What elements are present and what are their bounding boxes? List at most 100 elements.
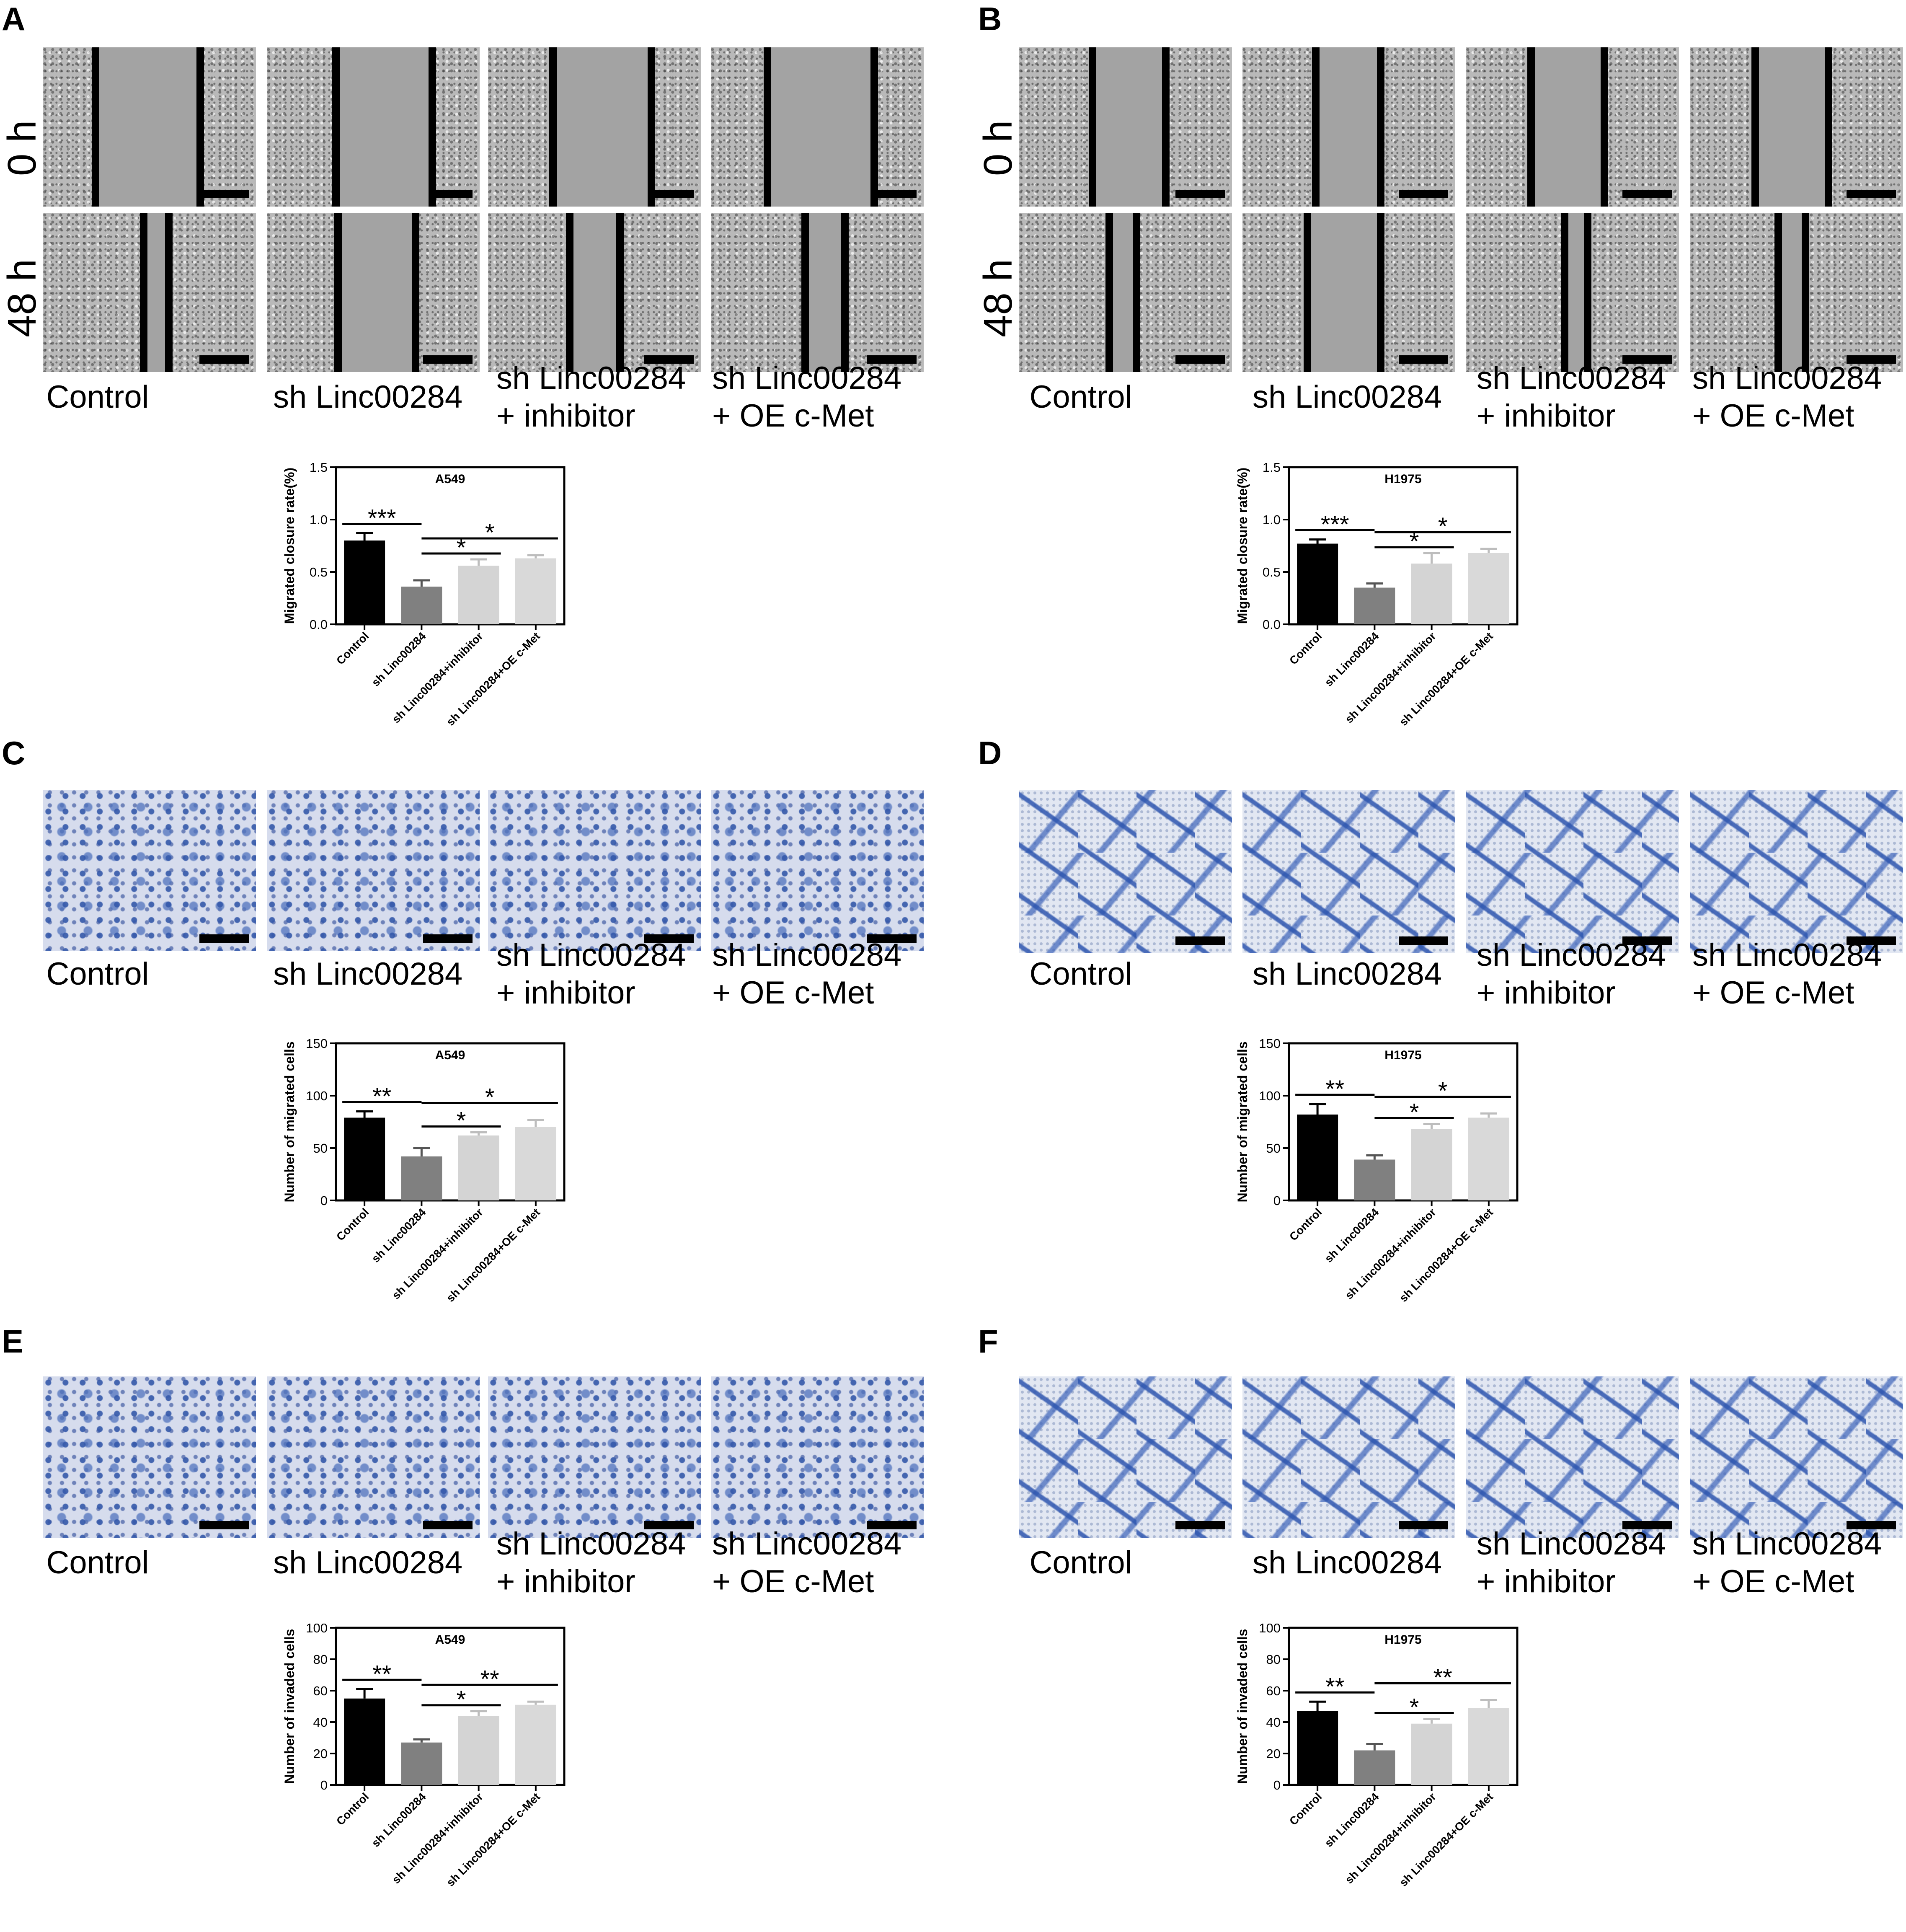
bar [458, 1135, 499, 1200]
bar [515, 1704, 556, 1785]
wound-edge-line [165, 213, 173, 372]
scale-bar [423, 934, 473, 943]
x-tick-label: sh Linc00284+OE c-Met [444, 630, 542, 728]
group-label: sh Linc00284 + inhibitor [1477, 360, 1666, 434]
plot-frame [335, 466, 566, 626]
bar [515, 1127, 556, 1200]
y-tick-label: 60 [1266, 1684, 1281, 1698]
group-label: sh Linc00284 + inhibitor [1477, 937, 1666, 1011]
bar-chart: H1975 0 50 100 150 Number of migrated cells Co… [1235, 1039, 1519, 1304]
scale-bar [1175, 355, 1225, 364]
wound-gap [1307, 213, 1381, 372]
scale-bar [199, 190, 249, 198]
y-tick-label: 1.5 [310, 463, 328, 475]
transwell-migration-image [488, 790, 701, 951]
chart-title: H1975 [1384, 1048, 1421, 1062]
wound-gap [1778, 213, 1805, 372]
transwell-invasion-image [1690, 1376, 1903, 1538]
y-axis-label: Migrated closure rate(%) [1235, 468, 1250, 624]
scale-bar [1399, 355, 1448, 364]
wound-edge-line [648, 47, 655, 207]
wound-edge-line [1802, 213, 1809, 372]
row-label-0h: 0 h [976, 120, 1020, 176]
y-tick-label: 50 [313, 1141, 328, 1156]
wound-edge-line [1527, 47, 1535, 207]
wound-gap [1565, 213, 1588, 372]
significance-label: * [1410, 1694, 1419, 1721]
scale-bar [644, 190, 694, 198]
group-label: sh Linc00284 + OE c-Met [1692, 937, 1882, 1011]
scale-bar [644, 934, 694, 943]
panel-letter-d: D [978, 735, 1002, 771]
bar [1297, 1115, 1338, 1200]
significance-label: ** [1325, 1673, 1344, 1700]
y-tick-label: 0 [1273, 1778, 1281, 1792]
wound-edge-line [1304, 213, 1311, 372]
transwell-invasion-image [267, 1376, 480, 1538]
scale-bar [867, 1521, 917, 1529]
bar [458, 566, 499, 624]
group-label: Control [1029, 1545, 1132, 1580]
y-tick-label: 100 [306, 1624, 328, 1635]
y-tick-label: 1.0 [310, 512, 328, 527]
x-tick-label: sh Linc00284+OE c-Met [1397, 1790, 1495, 1889]
group-label: Control [46, 379, 149, 415]
y-tick-label: 0 [320, 1193, 328, 1208]
significance-label: * [1410, 1099, 1419, 1126]
y-tick-label: 0.5 [310, 565, 328, 579]
row-label-48h: 48 h [0, 259, 44, 337]
scale-bar [423, 355, 473, 364]
transwell-migration-image [43, 790, 256, 951]
y-axis-label: Number of invaded cells [1235, 1629, 1250, 1784]
plot-frame [335, 1627, 566, 1786]
wound-edge-line [92, 47, 99, 207]
panel-letter-e: E [2, 1323, 24, 1360]
row-label-0h: 0 h [0, 120, 44, 176]
scale-bar [1399, 190, 1448, 198]
wound-edge-line [566, 213, 573, 372]
y-axis-label: Number of migrated cells [282, 1041, 297, 1202]
bar [515, 558, 556, 624]
wound-gap [1531, 47, 1604, 207]
x-tick-label: sh Linc00284+inhibitor [1343, 1790, 1439, 1886]
chart-title: H1975 [1384, 472, 1421, 486]
wound-gap [336, 47, 432, 207]
scale-bar [1175, 1521, 1225, 1529]
scratch-image-0h [1690, 47, 1903, 207]
y-tick-label: 0 [1273, 1193, 1281, 1208]
x-tick-label: sh Linc00284 [1322, 1790, 1381, 1849]
scale-bar [199, 934, 249, 943]
bar [1411, 564, 1452, 624]
bar [1354, 1750, 1395, 1785]
scratch-image-48h [488, 213, 701, 372]
scratch-image-0h [1019, 47, 1232, 207]
scale-bar [644, 1521, 694, 1529]
wound-gap [338, 213, 416, 372]
scratch-image-48h [1466, 213, 1679, 372]
wound-edge-line [1162, 47, 1170, 207]
group-label: sh Linc00284 + OE c-Met [712, 937, 902, 1011]
transwell-invasion-image [1019, 1376, 1232, 1538]
wound-edge-line [1825, 47, 1832, 207]
transwell-migration-image [1019, 790, 1232, 953]
x-tick-label: Control [334, 1790, 371, 1828]
bar [1411, 1723, 1452, 1785]
wound-edge-line [1561, 213, 1568, 372]
x-tick-label: sh Linc00284 [1322, 630, 1381, 689]
bar [1354, 587, 1395, 624]
y-tick-label: 1.0 [1263, 512, 1281, 527]
bar [344, 541, 385, 624]
scale-bar [1399, 1521, 1448, 1529]
significance-label: ** [480, 1666, 499, 1693]
bar [401, 1742, 442, 1785]
scratch-image-0h [1466, 47, 1679, 207]
wound-gap [96, 47, 200, 207]
x-tick-label: sh Linc00284 [369, 1790, 428, 1849]
y-tick-label: 100 [1259, 1624, 1281, 1635]
scale-bar [1622, 355, 1672, 364]
scale-bar [644, 355, 694, 364]
group-label: sh Linc00284 [273, 1545, 463, 1580]
x-tick-label: sh Linc00284 [369, 1206, 428, 1265]
y-axis-label: Migrated closure rate(%) [282, 468, 297, 624]
scale-bar [1847, 936, 1896, 945]
